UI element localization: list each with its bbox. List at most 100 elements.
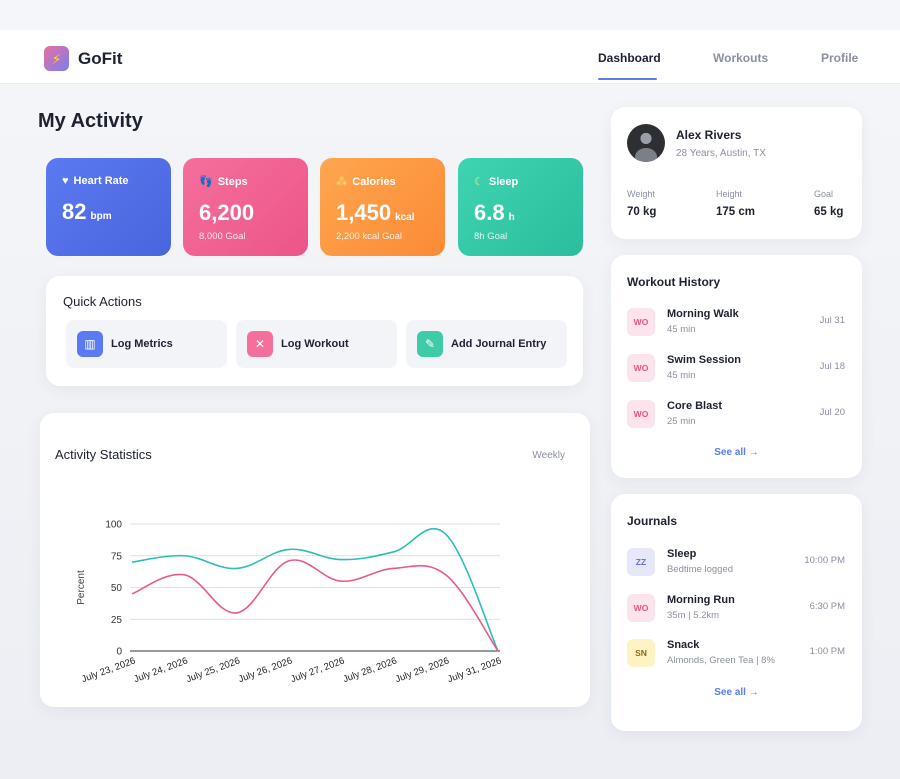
workout-history-title: Workout History (627, 275, 721, 289)
journal-item[interactable]: SN Snack Almonds, Green Tea | 8% 1:00 PM (627, 639, 845, 671)
profile-subtitle: 28 Years, Austin, TX (676, 148, 766, 159)
brand-name[interactable]: GoFit (78, 49, 123, 68)
log-workout-button[interactable]: ✕ Log Workout (236, 320, 397, 368)
journal-time: 1:00 PM (809, 646, 845, 657)
journals-title: Journals (627, 514, 678, 528)
stat-label: Heart Rate (73, 175, 129, 187)
journal-item[interactable]: ZZ Sleep Bedtime logged 10:00 PM (627, 548, 845, 580)
stat-card-steps[interactable]: 👣 Steps 6,200 8,000 Goal (183, 158, 308, 256)
x-tick-label: July 28, 2026 (342, 655, 399, 685)
moon-icon: ☾ (474, 176, 484, 188)
footprint-icon: 👣 (199, 176, 213, 188)
activity-statistics-card: Activity Statistics Weekly 0 25 50 75 100 Per… (40, 413, 590, 707)
quick-actions-card: Quick Actions ▥ Log Metrics ✕ Log Workou… (46, 276, 583, 386)
workout-date: Jul 31 (819, 315, 845, 326)
journal-detail: 35m | 5.2km (667, 610, 720, 621)
avatar[interactable] (627, 124, 665, 162)
y-tick-label: 0 (116, 647, 122, 658)
journal-time: 10:00 PM (804, 555, 845, 566)
button-label: Log Metrics (111, 338, 173, 350)
dumbbell-icon: ✕ (247, 331, 273, 357)
stat-value: 1,450 (336, 200, 392, 225)
journals-card: Journals ZZ Sleep Bedtime logged 10:00 P… (611, 494, 862, 731)
journal-item[interactable]: WO Morning Run 35m | 5.2km 6:30 PM (627, 594, 845, 626)
notebook-icon: ✎ (417, 331, 443, 357)
stat-goal: 2,200 kcal Goal (336, 231, 403, 242)
series-line-2 (131, 559, 499, 652)
tab-dashboard[interactable]: Dashboard (598, 51, 661, 65)
profile-name: Alex Rivers (676, 128, 742, 142)
tab-workouts[interactable]: Workouts (713, 51, 769, 65)
workout-title: Core Blast (667, 400, 723, 412)
journal-detail: Almonds, Green Tea | 8% (667, 655, 775, 666)
activity-statistics-title: Activity Statistics (55, 447, 152, 462)
period-selector[interactable]: Weekly (532, 450, 565, 461)
button-label: Add Journal Entry (451, 338, 547, 350)
flame-icon: ⁂ (336, 176, 348, 188)
page-title: My Activity (38, 110, 143, 132)
workout-badge: WO (627, 400, 655, 428)
workout-duration: 25 min (667, 416, 696, 427)
y-tick-label: 75 (111, 551, 123, 562)
stat-card-calories[interactable]: ⁂ Calories 1,450 kcal 2,200 kcal Goal (320, 158, 445, 256)
stat-card-heart-rate[interactable]: ♥ Heart Rate 82 bpm (46, 158, 171, 256)
workout-badge: WO (627, 308, 655, 336)
height-label: Height (716, 189, 743, 199)
x-tick-label: July 31, 2026 (446, 655, 503, 685)
heart-icon: ♥ (62, 175, 69, 187)
tab-profile[interactable]: Profile (821, 51, 859, 65)
x-tick-label: July 25, 2026 (185, 655, 242, 685)
stat-unit: kcal (395, 212, 415, 223)
workout-item[interactable]: WO Core Blast 25 min Jul 20 (627, 400, 845, 432)
active-tab-indicator (598, 78, 657, 80)
weight-label: Weight (627, 189, 655, 199)
series-line-1 (131, 527, 499, 652)
profile-card: Alex Rivers 28 Years, Austin, TX Weight … (611, 107, 862, 239)
goal-label: Goal (814, 189, 834, 199)
workout-title: Morning Walk (667, 308, 739, 320)
log-metrics-button[interactable]: ▥ Log Metrics (66, 320, 227, 368)
stat-unit: bpm (90, 211, 112, 222)
add-journal-entry-button[interactable]: ✎ Add Journal Entry (406, 320, 567, 368)
see-all-workouts-link[interactable]: See all → (714, 447, 759, 458)
y-tick-label: 100 (105, 520, 122, 531)
workout-title: Swim Session (667, 354, 741, 366)
workout-item[interactable]: WO Morning Walk 45 min Jul 31 (627, 308, 845, 340)
goal-value: 65 kg (814, 206, 844, 218)
see-all-journals-link[interactable]: See all → (714, 687, 759, 698)
workout-duration: 45 min (667, 324, 696, 335)
chart-icon: ▥ (77, 331, 103, 357)
brand-logo-icon[interactable]: ⚡ (44, 46, 69, 71)
stat-value: 6.8 (474, 200, 505, 225)
workout-duration: 45 min (667, 370, 696, 381)
top-navbar: ⚡ GoFit Dashboard Workouts Profile (0, 30, 900, 84)
y-tick-label: 50 (111, 583, 123, 594)
journal-badge: WO (627, 594, 655, 622)
journal-badge: SN (627, 639, 655, 667)
button-label: Log Workout (281, 338, 349, 350)
x-tick-label: July 29, 2026 (394, 655, 451, 685)
journal-time: 6:30 PM (809, 601, 845, 612)
stat-value: 6,200 (199, 200, 255, 225)
y-tick-label: 25 (111, 615, 123, 626)
x-tick-label: July 23, 2026 (80, 655, 137, 685)
stat-goal: 8h Goal (474, 231, 508, 242)
journal-title: Morning Run (667, 594, 735, 606)
stat-unit: h (508, 212, 515, 223)
workout-date: Jul 18 (819, 361, 845, 372)
workout-date: Jul 20 (819, 407, 845, 418)
y-axis-label: Percent (76, 570, 87, 605)
stat-label: Sleep (488, 175, 519, 188)
stat-label: Steps (217, 175, 248, 188)
weight-value: 70 kg (627, 206, 657, 218)
quick-actions-title: Quick Actions (63, 294, 142, 309)
journal-title: Sleep (667, 548, 697, 560)
workout-item[interactable]: WO Swim Session 45 min Jul 18 (627, 354, 845, 386)
stat-card-sleep[interactable]: ☾ Sleep 6.8 h 8h Goal (458, 158, 583, 256)
workout-badge: WO (627, 354, 655, 382)
stat-label: Calories (352, 175, 396, 188)
x-tick-label: July 27, 2026 (289, 655, 346, 685)
height-value: 175 cm (716, 206, 756, 218)
stat-value: 82 (62, 199, 87, 224)
